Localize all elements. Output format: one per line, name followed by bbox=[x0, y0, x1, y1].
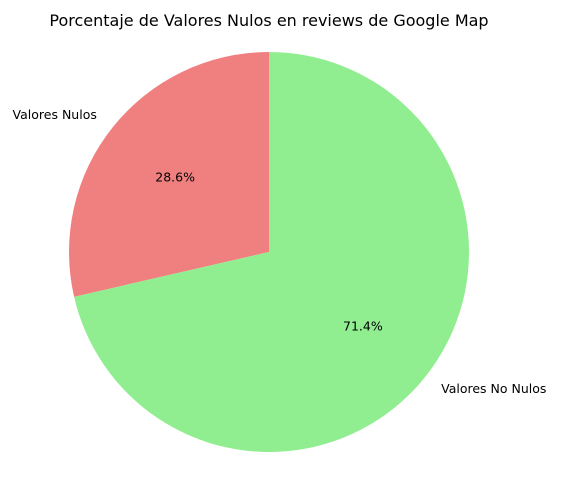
slice-label-1: Valores No Nulos bbox=[441, 381, 546, 396]
chart-title: Porcentaje de Valores Nulos en reviews d… bbox=[49, 11, 488, 30]
pie-labels: Valores Nulos 28.6% Valores No Nulos 71.4% bbox=[13, 107, 547, 396]
slice-label-0: Valores Nulos bbox=[13, 107, 97, 122]
slice-percent-0: 28.6% bbox=[155, 169, 195, 184]
slice-percent-1: 71.4% bbox=[343, 319, 383, 334]
pie-slice-1 bbox=[74, 52, 469, 452]
pie-slice-0 bbox=[69, 52, 269, 297]
pie-slices bbox=[69, 52, 469, 452]
